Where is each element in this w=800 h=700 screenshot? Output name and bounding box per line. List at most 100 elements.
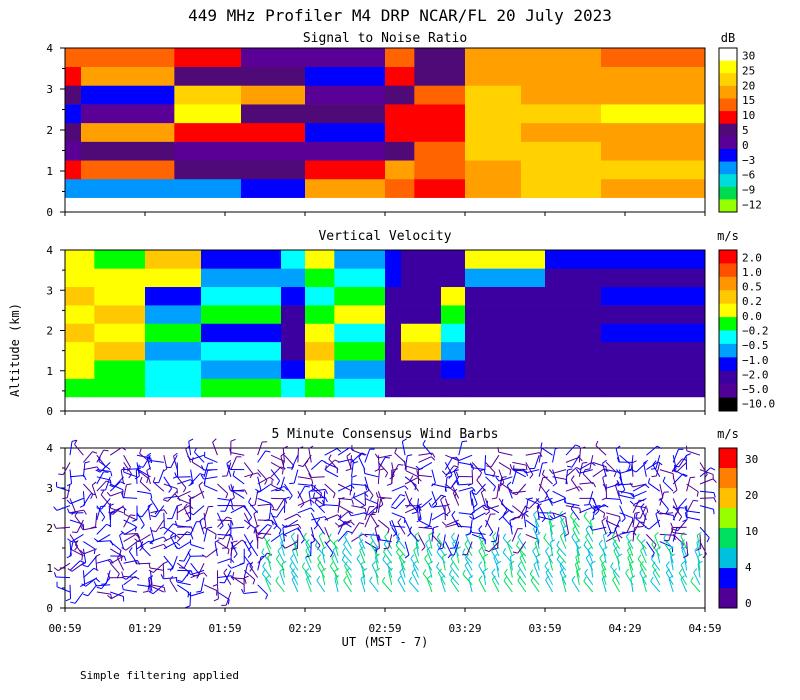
wind-barb-flag: [400, 494, 406, 497]
wind-barb-flag: [154, 509, 159, 515]
wind-barb: [578, 463, 583, 477]
wind-barb-flag: [404, 485, 409, 490]
wind-barb-flag: [549, 515, 554, 520]
wind-barb: [257, 469, 268, 481]
heatmap-cell: [81, 122, 175, 142]
heatmap-cell: [545, 341, 602, 361]
wind-barb: [545, 572, 553, 586]
wind-barb: [324, 448, 338, 456]
wind-barb-flag: [495, 476, 500, 482]
wind-barb-flag: [672, 528, 678, 532]
wind-barb: [136, 512, 145, 526]
wind-barb: [328, 458, 339, 470]
heatmap-cell: [601, 104, 706, 124]
heatmap-cell: [521, 66, 602, 86]
heatmap-cell: [305, 122, 386, 142]
wind-barb-flag: [682, 473, 688, 477]
heatmap-cell: [465, 178, 522, 198]
wind-barb-flag: [502, 512, 506, 518]
wind-barb: [344, 536, 352, 550]
wind-barb: [149, 527, 155, 541]
wind-barb: [297, 499, 311, 507]
heatmap-cell: [81, 141, 175, 161]
wind-barb: [135, 541, 138, 557]
wind-barb-flag: [455, 471, 459, 477]
wind-barb: [304, 557, 312, 571]
wind-barb: [125, 570, 138, 580]
wind-barb-flag: [150, 493, 153, 499]
heatmap-cell: [385, 378, 402, 398]
wind-barb-flag: [300, 539, 305, 544]
wind-barb: [267, 556, 272, 571]
wind-barb-flag: [618, 490, 620, 496]
wind-barb-flag: [301, 562, 306, 568]
wind-barb-flag: [601, 497, 607, 501]
colorbar-label: 5: [742, 124, 749, 137]
heatmap-cell: [241, 85, 306, 105]
alt-tick-label: 3: [46, 482, 53, 495]
wind-barb-flag: [665, 561, 670, 566]
wind-barb-flag: [471, 492, 477, 495]
wind-barb: [395, 544, 406, 557]
wind-barb: [465, 535, 473, 550]
wind-barb-flag: [501, 476, 507, 478]
wind-barb: [297, 486, 306, 499]
wind-barb-flag: [252, 579, 256, 585]
wind-barb: [56, 526, 71, 529]
wind-barb: [492, 543, 500, 557]
wind-barb: [301, 566, 312, 578]
wind-barb-flag: [265, 594, 269, 600]
wind-barb-flag: [589, 503, 593, 509]
heatmap-cell: [441, 268, 466, 288]
wind-barb: [652, 464, 661, 478]
wind-barb-flag: [93, 567, 99, 572]
wind-barb-flag: [198, 481, 203, 486]
wind-barb: [343, 544, 352, 557]
wind-barb: [316, 522, 326, 535]
wind-barb: [498, 476, 513, 482]
wind-barb-flag: [344, 532, 349, 537]
wind-barb: [344, 565, 352, 578]
wind-barb: [450, 580, 460, 593]
wind-barb-flag: [334, 522, 340, 527]
wind-barb: [498, 461, 512, 471]
wind-barb-flag: [607, 532, 612, 537]
wind-barb: [285, 519, 299, 528]
wind-barb-flag: [194, 447, 198, 453]
wind-barb: [83, 483, 94, 495]
wind-barb: [270, 466, 282, 478]
wind-barb: [686, 450, 701, 456]
wind-barb: [493, 557, 500, 571]
wind-barb: [562, 527, 567, 542]
wind-barb-flag: [333, 539, 339, 543]
wind-barb-flag: [625, 568, 630, 574]
wind-barb-flag: [433, 525, 439, 529]
wind-barb: [436, 566, 446, 578]
heatmap-cell: [414, 66, 466, 86]
wind-barb: [466, 541, 473, 555]
wind-barb: [176, 562, 189, 572]
wind-barb: [490, 454, 500, 468]
wind-barb-flag: [455, 456, 460, 461]
wind-barb: [337, 458, 352, 463]
heatmap-cell: [65, 360, 95, 379]
colorbar-label: 10: [745, 525, 758, 538]
colorbar-swatch: [719, 250, 737, 264]
wind-barb-flag: [570, 475, 575, 480]
wind-barb: [257, 532, 272, 535]
heatmap-cell: [65, 341, 95, 361]
wind-barb: [224, 498, 232, 512]
wind-barb-flag: [478, 525, 483, 530]
alt-tick-label: 1: [46, 365, 53, 378]
wind-barb: [56, 505, 71, 511]
wind-barb-flag: [93, 581, 97, 587]
wind-barb: [659, 469, 674, 475]
wind-barb: [342, 552, 352, 564]
wind-barb-flag: [182, 487, 187, 493]
heatmap-cell: [281, 378, 306, 398]
wind-barb: [587, 549, 594, 564]
wind-barb-flag: [90, 493, 96, 496]
wind-barb-flag: [525, 464, 528, 471]
wind-barb: [391, 526, 400, 540]
wind-barb: [417, 474, 432, 478]
